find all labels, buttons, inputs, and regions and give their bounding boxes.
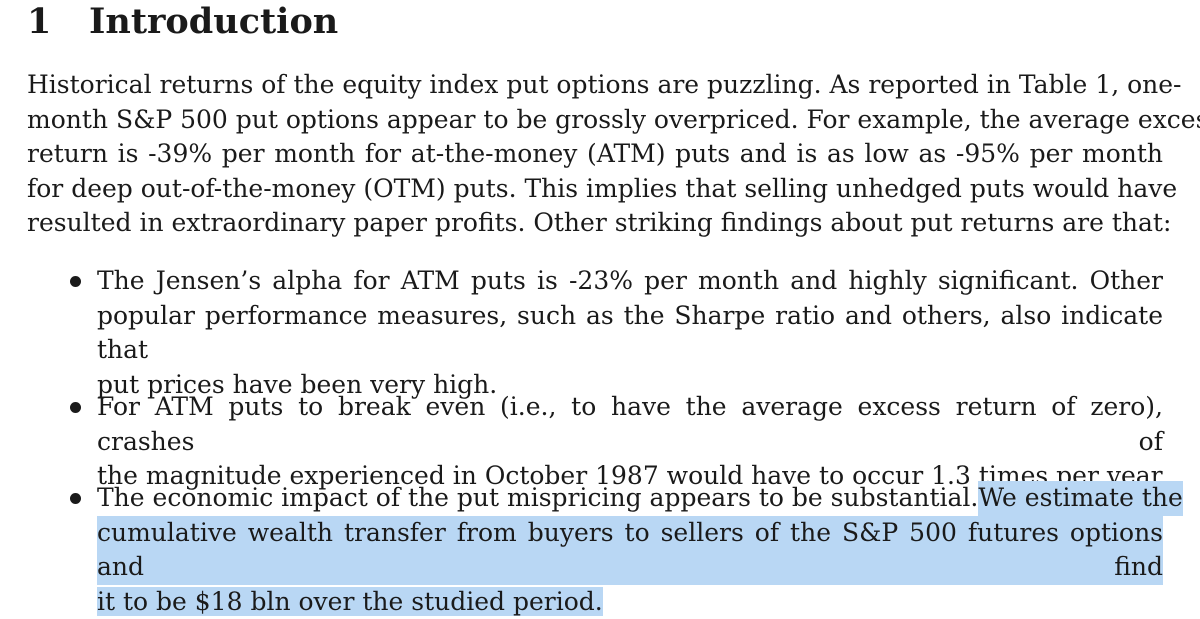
bullet-dot-icon — [70, 276, 81, 287]
paragraph-line: for deep out-of-the-money (OTM) puts. Th… — [27, 172, 1163, 207]
paragraph-line: month S&P 500 put options appear to be g… — [27, 103, 1163, 138]
highlighted-text[interactable]: it to be $18 bln over the studied period… — [97, 587, 603, 616]
highlighted-text[interactable]: We estimate the — [978, 481, 1182, 516]
bullet-line: The economic impact of the put mispricin… — [97, 481, 1163, 516]
paragraph-line: Historical returns of the equity index p… — [27, 68, 1163, 103]
bullet-line: it to be $18 bln over the studied period… — [97, 585, 1163, 619]
section-title: Introduction — [89, 1, 338, 42]
section-number: 1 — [27, 0, 89, 44]
bullet-line: cumulative wealth transfer from buyers t… — [97, 516, 1163, 585]
paragraph-line: resulted in extraordinary paper profits.… — [27, 206, 1163, 241]
bullet-text-plain: The economic impact of the put mispricin… — [97, 481, 978, 516]
paragraph-line: return is -39% per month for at-the-mone… — [27, 137, 1163, 172]
bullet-line: For ATM puts to break even (i.e., to hav… — [97, 390, 1163, 459]
highlighted-text[interactable]: cumulative wealth transfer from buyers t… — [97, 516, 1163, 585]
intro-paragraph: Historical returns of the equity index p… — [27, 68, 1163, 241]
bullet-dot-icon — [70, 402, 81, 413]
bullet-line: popular performance measures, such as th… — [97, 299, 1163, 368]
bullet-dot-icon — [70, 493, 81, 504]
bullet-item-economic-impact: The economic impact of the put mispricin… — [97, 481, 1163, 619]
bullet-line: The Jensen’s alpha for ATM puts is -23% … — [97, 264, 1163, 299]
bullet-item-jensens-alpha: The Jensen’s alpha for ATM puts is -23% … — [97, 264, 1163, 402]
bullet-item-break-even: For ATM puts to break even (i.e., to hav… — [97, 390, 1163, 494]
